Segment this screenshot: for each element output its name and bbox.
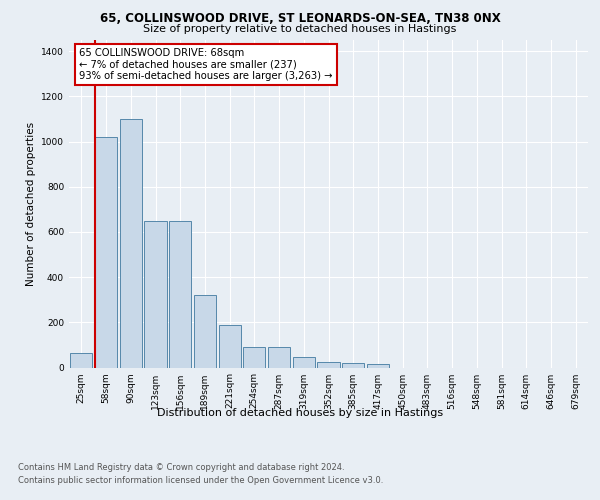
Text: Distribution of detached houses by size in Hastings: Distribution of detached houses by size … [157, 408, 443, 418]
Text: Size of property relative to detached houses in Hastings: Size of property relative to detached ho… [143, 24, 457, 34]
Bar [268, 347, 290, 368]
Bar [243, 347, 265, 368]
Bar [194, 295, 216, 368]
Y-axis label: Number of detached properties: Number of detached properties [26, 122, 35, 286]
Bar [293, 358, 315, 368]
Bar [145, 220, 167, 368]
Bar [169, 220, 191, 368]
Bar [119, 119, 142, 368]
Bar [317, 362, 340, 368]
Bar [70, 353, 92, 368]
Text: 65, COLLINSWOOD DRIVE, ST LEONARDS-ON-SEA, TN38 0NX: 65, COLLINSWOOD DRIVE, ST LEONARDS-ON-SE… [100, 12, 500, 26]
Bar [342, 363, 364, 368]
Bar [367, 364, 389, 368]
Text: Contains HM Land Registry data © Crown copyright and database right 2024.: Contains HM Land Registry data © Crown c… [18, 462, 344, 471]
Text: Contains public sector information licensed under the Open Government Licence v3: Contains public sector information licen… [18, 476, 383, 485]
Bar [218, 324, 241, 368]
Bar [95, 137, 117, 368]
Text: 65 COLLINSWOOD DRIVE: 68sqm
← 7% of detached houses are smaller (237)
93% of sem: 65 COLLINSWOOD DRIVE: 68sqm ← 7% of deta… [79, 48, 333, 82]
